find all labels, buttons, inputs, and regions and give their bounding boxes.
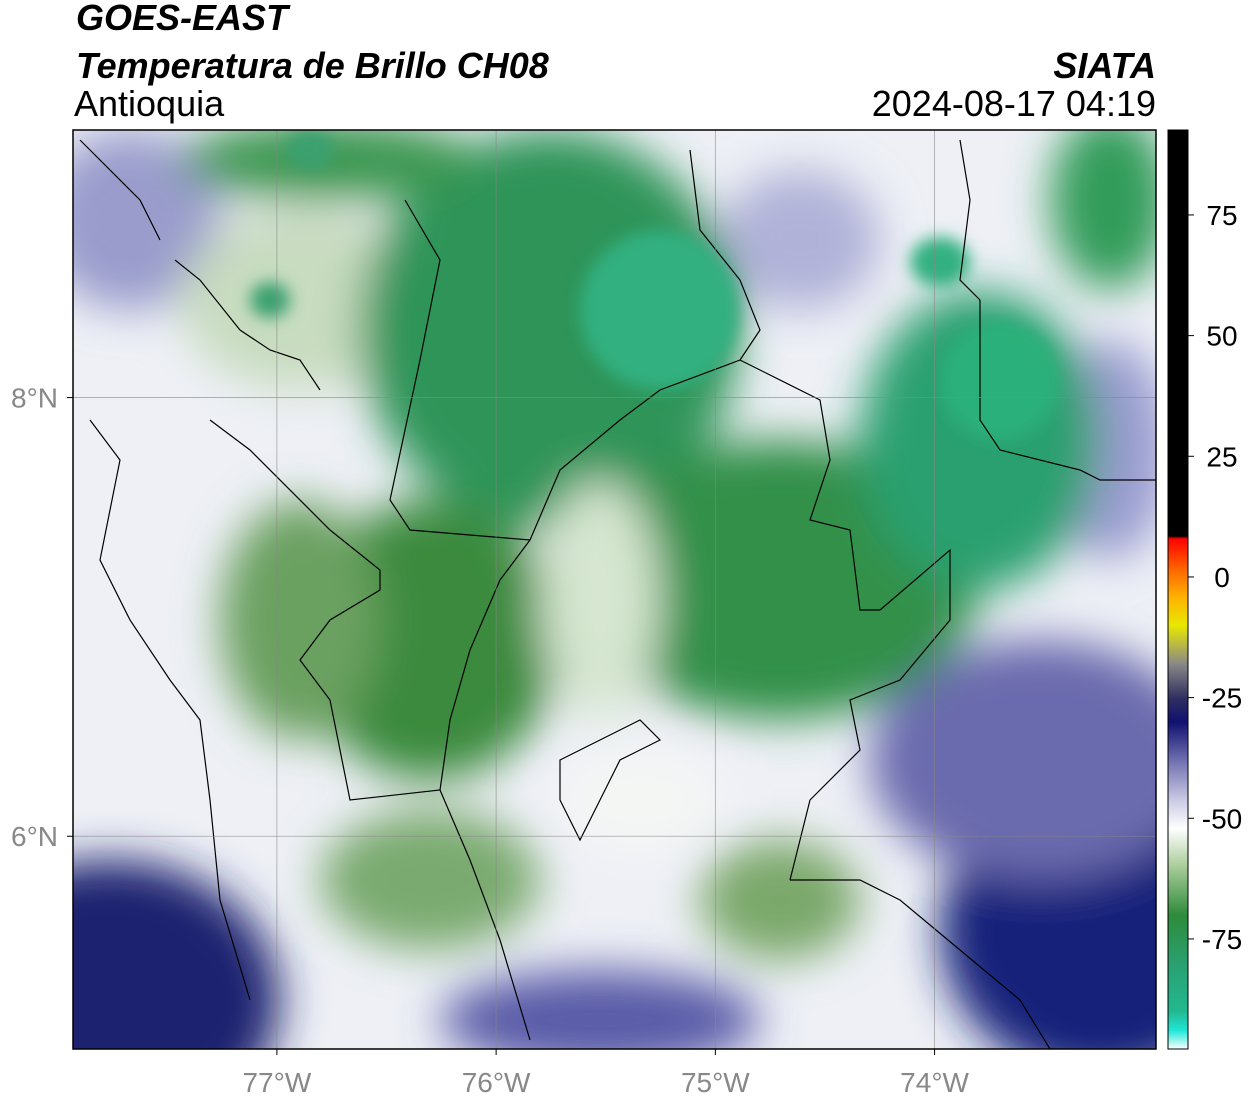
region: Antioquia — [74, 83, 225, 124]
colorbar-tick-label: -50 — [1202, 803, 1242, 834]
subtitle: Temperatura de Brillo CH08 — [76, 45, 549, 86]
colorbar-segment — [1168, 130, 1188, 537]
colorbar-segment — [1168, 721, 1188, 761]
colorbar-tick-label: 0 — [1214, 562, 1230, 593]
colorbar-segment — [1168, 760, 1188, 800]
colorbar-segment — [1168, 1011, 1188, 1032]
satellite-image — [73, 130, 1156, 1049]
colorbar-tick-label: 50 — [1206, 321, 1237, 352]
colorbar-frame — [1167, 129, 1189, 1050]
colorbar-segment — [1168, 1030, 1188, 1050]
map-frame — [72, 129, 1157, 1050]
y-tick-label: 6°N — [11, 821, 58, 852]
colorbar-segment — [1168, 663, 1188, 699]
colorbar-segment — [1168, 914, 1188, 964]
colorbar-segment — [1168, 567, 1188, 597]
y-tick-label: 8°N — [11, 383, 58, 414]
colorbar-segment — [1168, 827, 1188, 868]
colorbar-segment — [1168, 866, 1188, 916]
colorbar-tick-label: 75 — [1206, 200, 1237, 231]
colorbar-segment — [1168, 798, 1188, 829]
colorbar-segment — [1168, 625, 1188, 665]
colorbar-segment — [1168, 596, 1188, 626]
colorbar-tick-label: -75 — [1202, 924, 1242, 955]
colorbar-segment — [1168, 538, 1188, 568]
colorbar-segment — [1168, 697, 1188, 723]
datetime: 2024-08-17 04:19 — [872, 83, 1156, 124]
title: GOES-EAST — [76, 0, 291, 38]
x-tick-label: 75°W — [681, 1067, 750, 1098]
x-tick-label: 76°W — [462, 1067, 531, 1098]
colorbar-segment — [1168, 535, 1188, 539]
colorbar-tick-label: -25 — [1202, 683, 1242, 714]
x-tick-label: 77°W — [242, 1067, 311, 1098]
source: SIATA — [1053, 45, 1156, 86]
colorbar-tick-label: 25 — [1206, 441, 1237, 472]
colorbar-segment — [1168, 963, 1188, 1012]
x-tick-label: 74°W — [900, 1067, 969, 1098]
